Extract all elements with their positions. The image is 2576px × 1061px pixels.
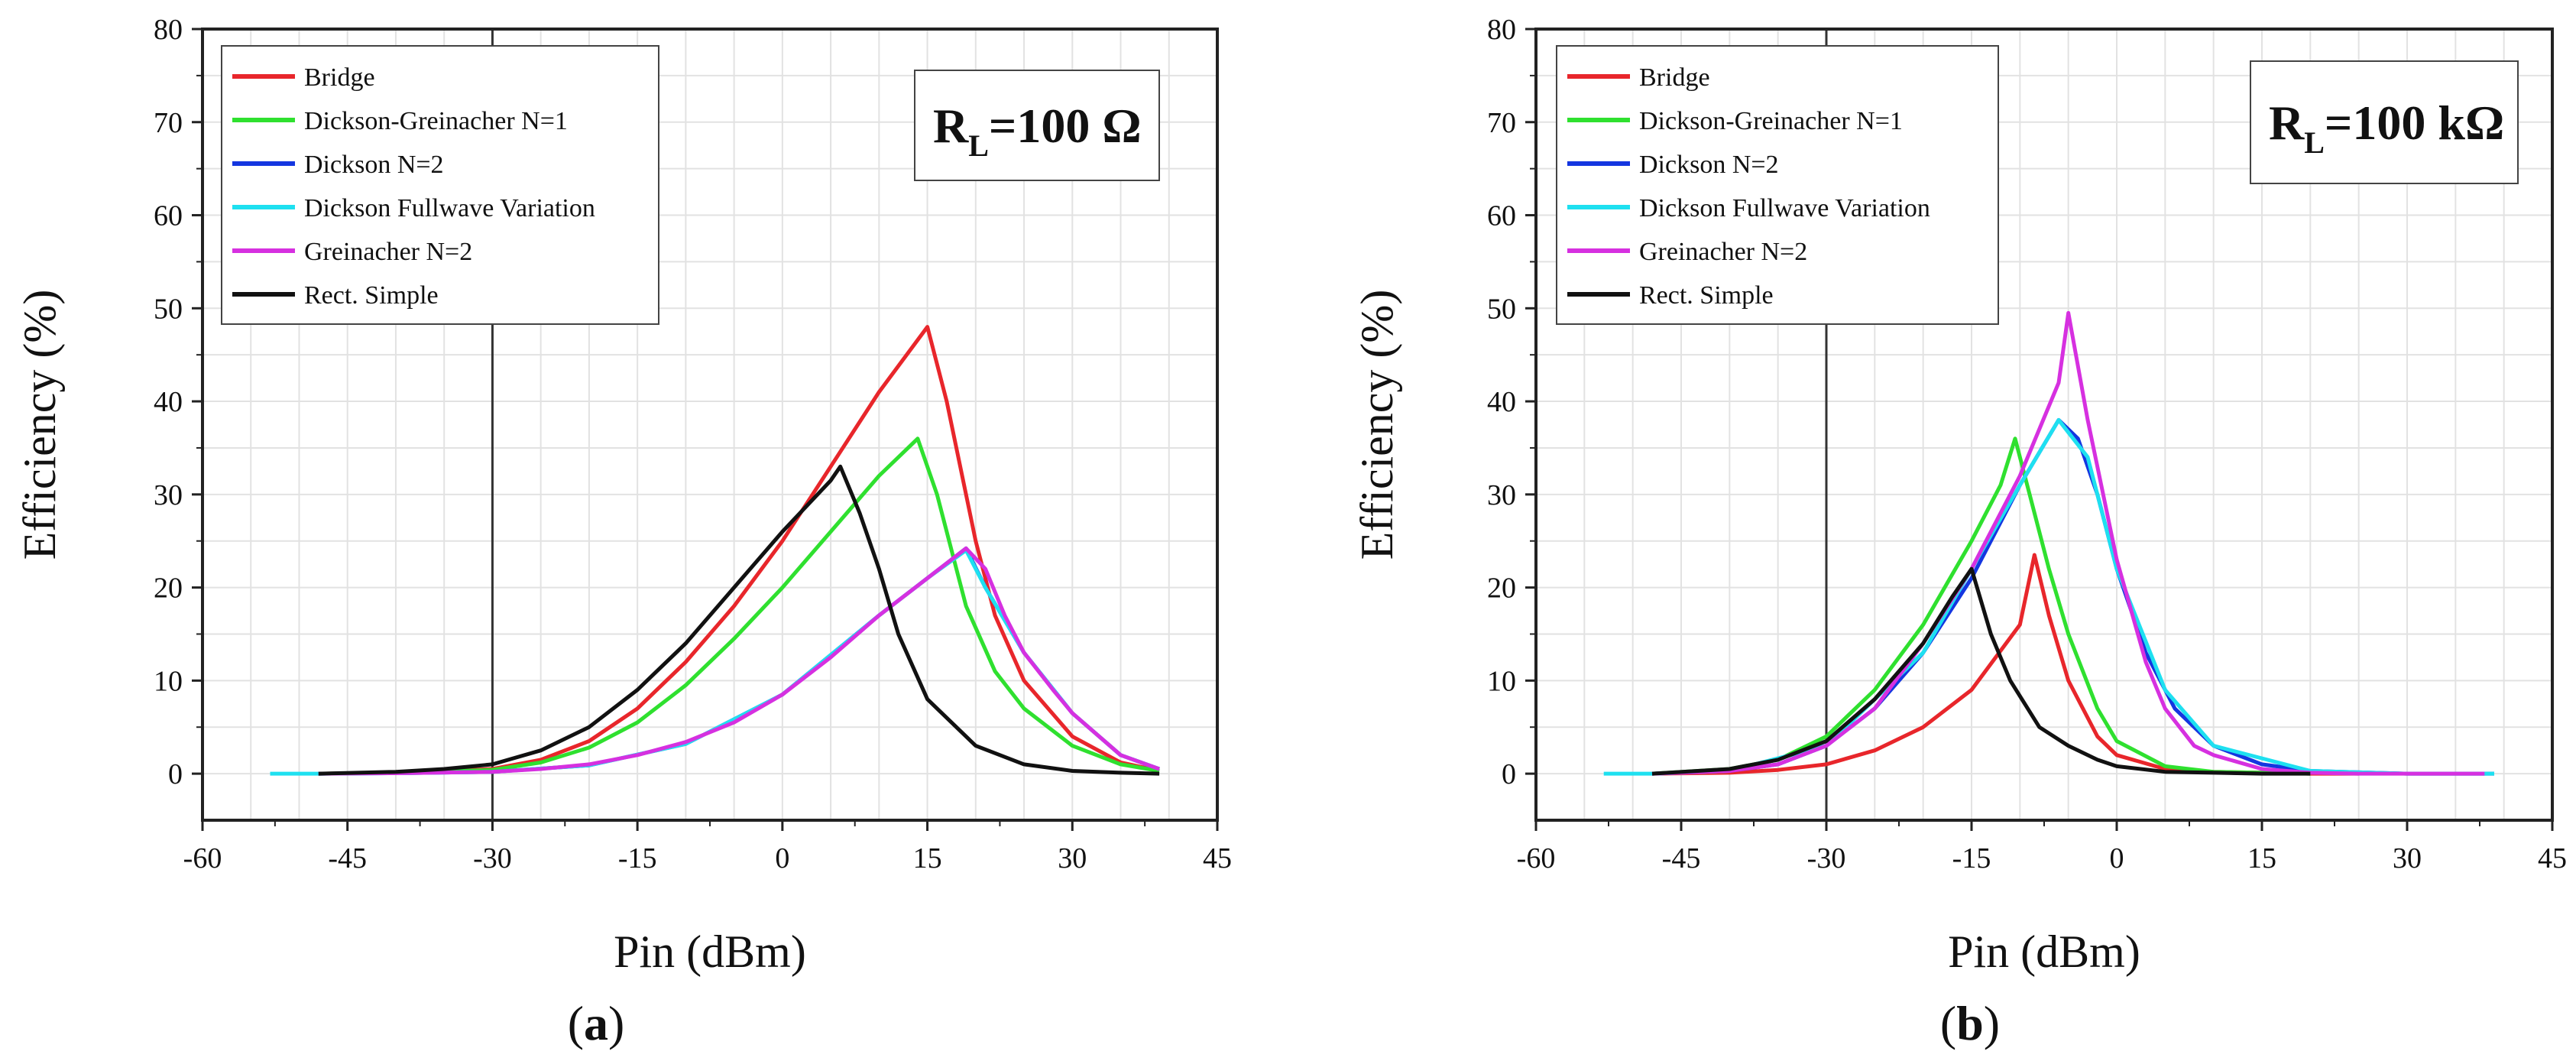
y-tick-label: 40 bbox=[154, 386, 183, 418]
y-tick-label: 20 bbox=[1487, 573, 1516, 605]
y-tick-label: 60 bbox=[154, 200, 183, 232]
y-tick-label: 0 bbox=[1502, 758, 1516, 790]
x-tick-label: 15 bbox=[2247, 842, 2276, 874]
series-line-rect-simple bbox=[318, 464, 1160, 776]
x-tick-label: 0 bbox=[2110, 842, 2124, 874]
series-line-dickson-greinacher-n-1 bbox=[318, 436, 1160, 776]
load-resistance-annotation: RL=100 Ω bbox=[914, 70, 1160, 181]
panel-label-letter: a bbox=[584, 996, 608, 1050]
series-line-rect-simple bbox=[1651, 566, 2311, 776]
x-axis-title: Pin (dBm) bbox=[614, 926, 806, 977]
panel-label-close: ) bbox=[608, 996, 624, 1050]
annotation-text: RL=100 kΩ bbox=[2269, 96, 2504, 160]
series-line-greinacher-n-2 bbox=[1651, 310, 2485, 776]
legend-box bbox=[1556, 45, 1999, 325]
legend-label: Rect. Simple bbox=[304, 281, 439, 310]
x-tick-label: 30 bbox=[2393, 842, 2422, 874]
annotation-subscript: L bbox=[968, 128, 989, 163]
x-tick-label: 15 bbox=[913, 842, 942, 874]
panel-a: -60 -45 -30 -15 0 15 30 45 0 10 20 30 40 50 60 70 80 Pin … bbox=[15, 14, 1232, 1050]
legend-label: Dickson Fullwave Variation bbox=[304, 194, 595, 222]
series-line-dickson-fullwave-variation bbox=[270, 548, 1160, 776]
x-axis-title: Pin (dBm) bbox=[1948, 926, 2140, 977]
annotation-subscript: L bbox=[2304, 125, 2325, 160]
legend-label: Dickson-Greinacher N=1 bbox=[304, 107, 568, 135]
annotation-value: =100 Ω bbox=[989, 99, 1142, 153]
y-tick-label: 40 bbox=[1487, 386, 1516, 418]
annotation-box bbox=[2250, 60, 2519, 184]
legend-label: Bridge bbox=[304, 63, 375, 92]
series-line-dickson-fullwave-variation bbox=[1603, 417, 2494, 776]
x-tick-label: -45 bbox=[328, 842, 367, 874]
legend-label: Greinacher N=2 bbox=[304, 238, 472, 266]
annotation-value: =100 kΩ bbox=[2325, 96, 2504, 150]
y-tick-label: 50 bbox=[1487, 293, 1516, 325]
y-tick-label: 0 bbox=[168, 758, 183, 790]
y-tick-label: 20 bbox=[154, 573, 183, 605]
legend-label: Greinacher N=2 bbox=[1639, 238, 1807, 266]
panel-label: (a) bbox=[568, 996, 625, 1050]
annotation-box bbox=[914, 70, 1160, 181]
y-tick-label: 10 bbox=[1487, 665, 1516, 697]
annotation-main: R bbox=[2269, 96, 2305, 150]
panel-label-letter: b bbox=[1956, 996, 1984, 1050]
x-tick-label: -15 bbox=[1952, 842, 1991, 874]
y-tick-label: 30 bbox=[154, 479, 183, 511]
x-tick-label: 30 bbox=[1058, 842, 1087, 874]
x-tick-label: -60 bbox=[183, 842, 222, 874]
series-line-greinacher-n-2 bbox=[318, 546, 1160, 776]
y-axis-title: Efficiency (%) bbox=[15, 290, 65, 560]
legend-label: Rect. Simple bbox=[1639, 281, 1774, 310]
legend-box bbox=[221, 45, 659, 325]
y-tick-label: 50 bbox=[154, 293, 183, 325]
annotation-text: RL=100 Ω bbox=[933, 99, 1142, 163]
y-tick-label: 70 bbox=[1487, 107, 1516, 139]
x-tick-label: -15 bbox=[618, 842, 657, 874]
load-resistance-annotation: RL=100 kΩ bbox=[2250, 60, 2519, 184]
panel-b: -60 -45 -30 -15 0 15 30 45 0 10 20 30 40 50 60 70 80 Pin … bbox=[1352, 14, 2567, 1050]
annotation-main: R bbox=[933, 99, 969, 153]
x-tick-label: -45 bbox=[1662, 842, 1701, 874]
x-tick-label: 45 bbox=[1203, 842, 1232, 874]
legend-label: Dickson N=2 bbox=[1639, 151, 1779, 179]
x-tick-label: -30 bbox=[473, 842, 512, 874]
legend-label: Bridge bbox=[1639, 63, 1710, 92]
legend: Bridge Dickson-Greinacher N=1 Dickson N=2 D… bbox=[1556, 45, 1999, 325]
panel-label-open: ( bbox=[1940, 996, 1956, 1050]
legend-label: Dickson N=2 bbox=[304, 151, 444, 179]
x-tick-label: 45 bbox=[2538, 842, 2567, 874]
x-tick-label: -60 bbox=[1517, 842, 1556, 874]
panel-label-close: ) bbox=[1984, 996, 2000, 1050]
series-line-bridge bbox=[318, 325, 1160, 776]
y-tick-label: 80 bbox=[154, 14, 183, 46]
y-tick-label: 70 bbox=[154, 107, 183, 139]
x-tick-label: 0 bbox=[775, 842, 789, 874]
legend-label: Dickson Fullwave Variation bbox=[1639, 194, 1930, 222]
y-tick-label: 10 bbox=[154, 665, 183, 697]
y-tick-label: 30 bbox=[1487, 479, 1516, 511]
y-axis-title: Efficiency (%) bbox=[1352, 290, 1402, 560]
panel-label: (b) bbox=[1940, 996, 2000, 1050]
y-tick-label: 80 bbox=[1487, 14, 1516, 46]
y-tick-label: 60 bbox=[1487, 200, 1516, 232]
panel-label-open: ( bbox=[568, 996, 584, 1050]
x-tick-label: -30 bbox=[1807, 842, 1846, 874]
legend: Bridge Dickson-Greinacher N=1 Dickson N=2 D… bbox=[221, 45, 659, 325]
legend-label: Dickson-Greinacher N=1 bbox=[1639, 107, 1903, 135]
